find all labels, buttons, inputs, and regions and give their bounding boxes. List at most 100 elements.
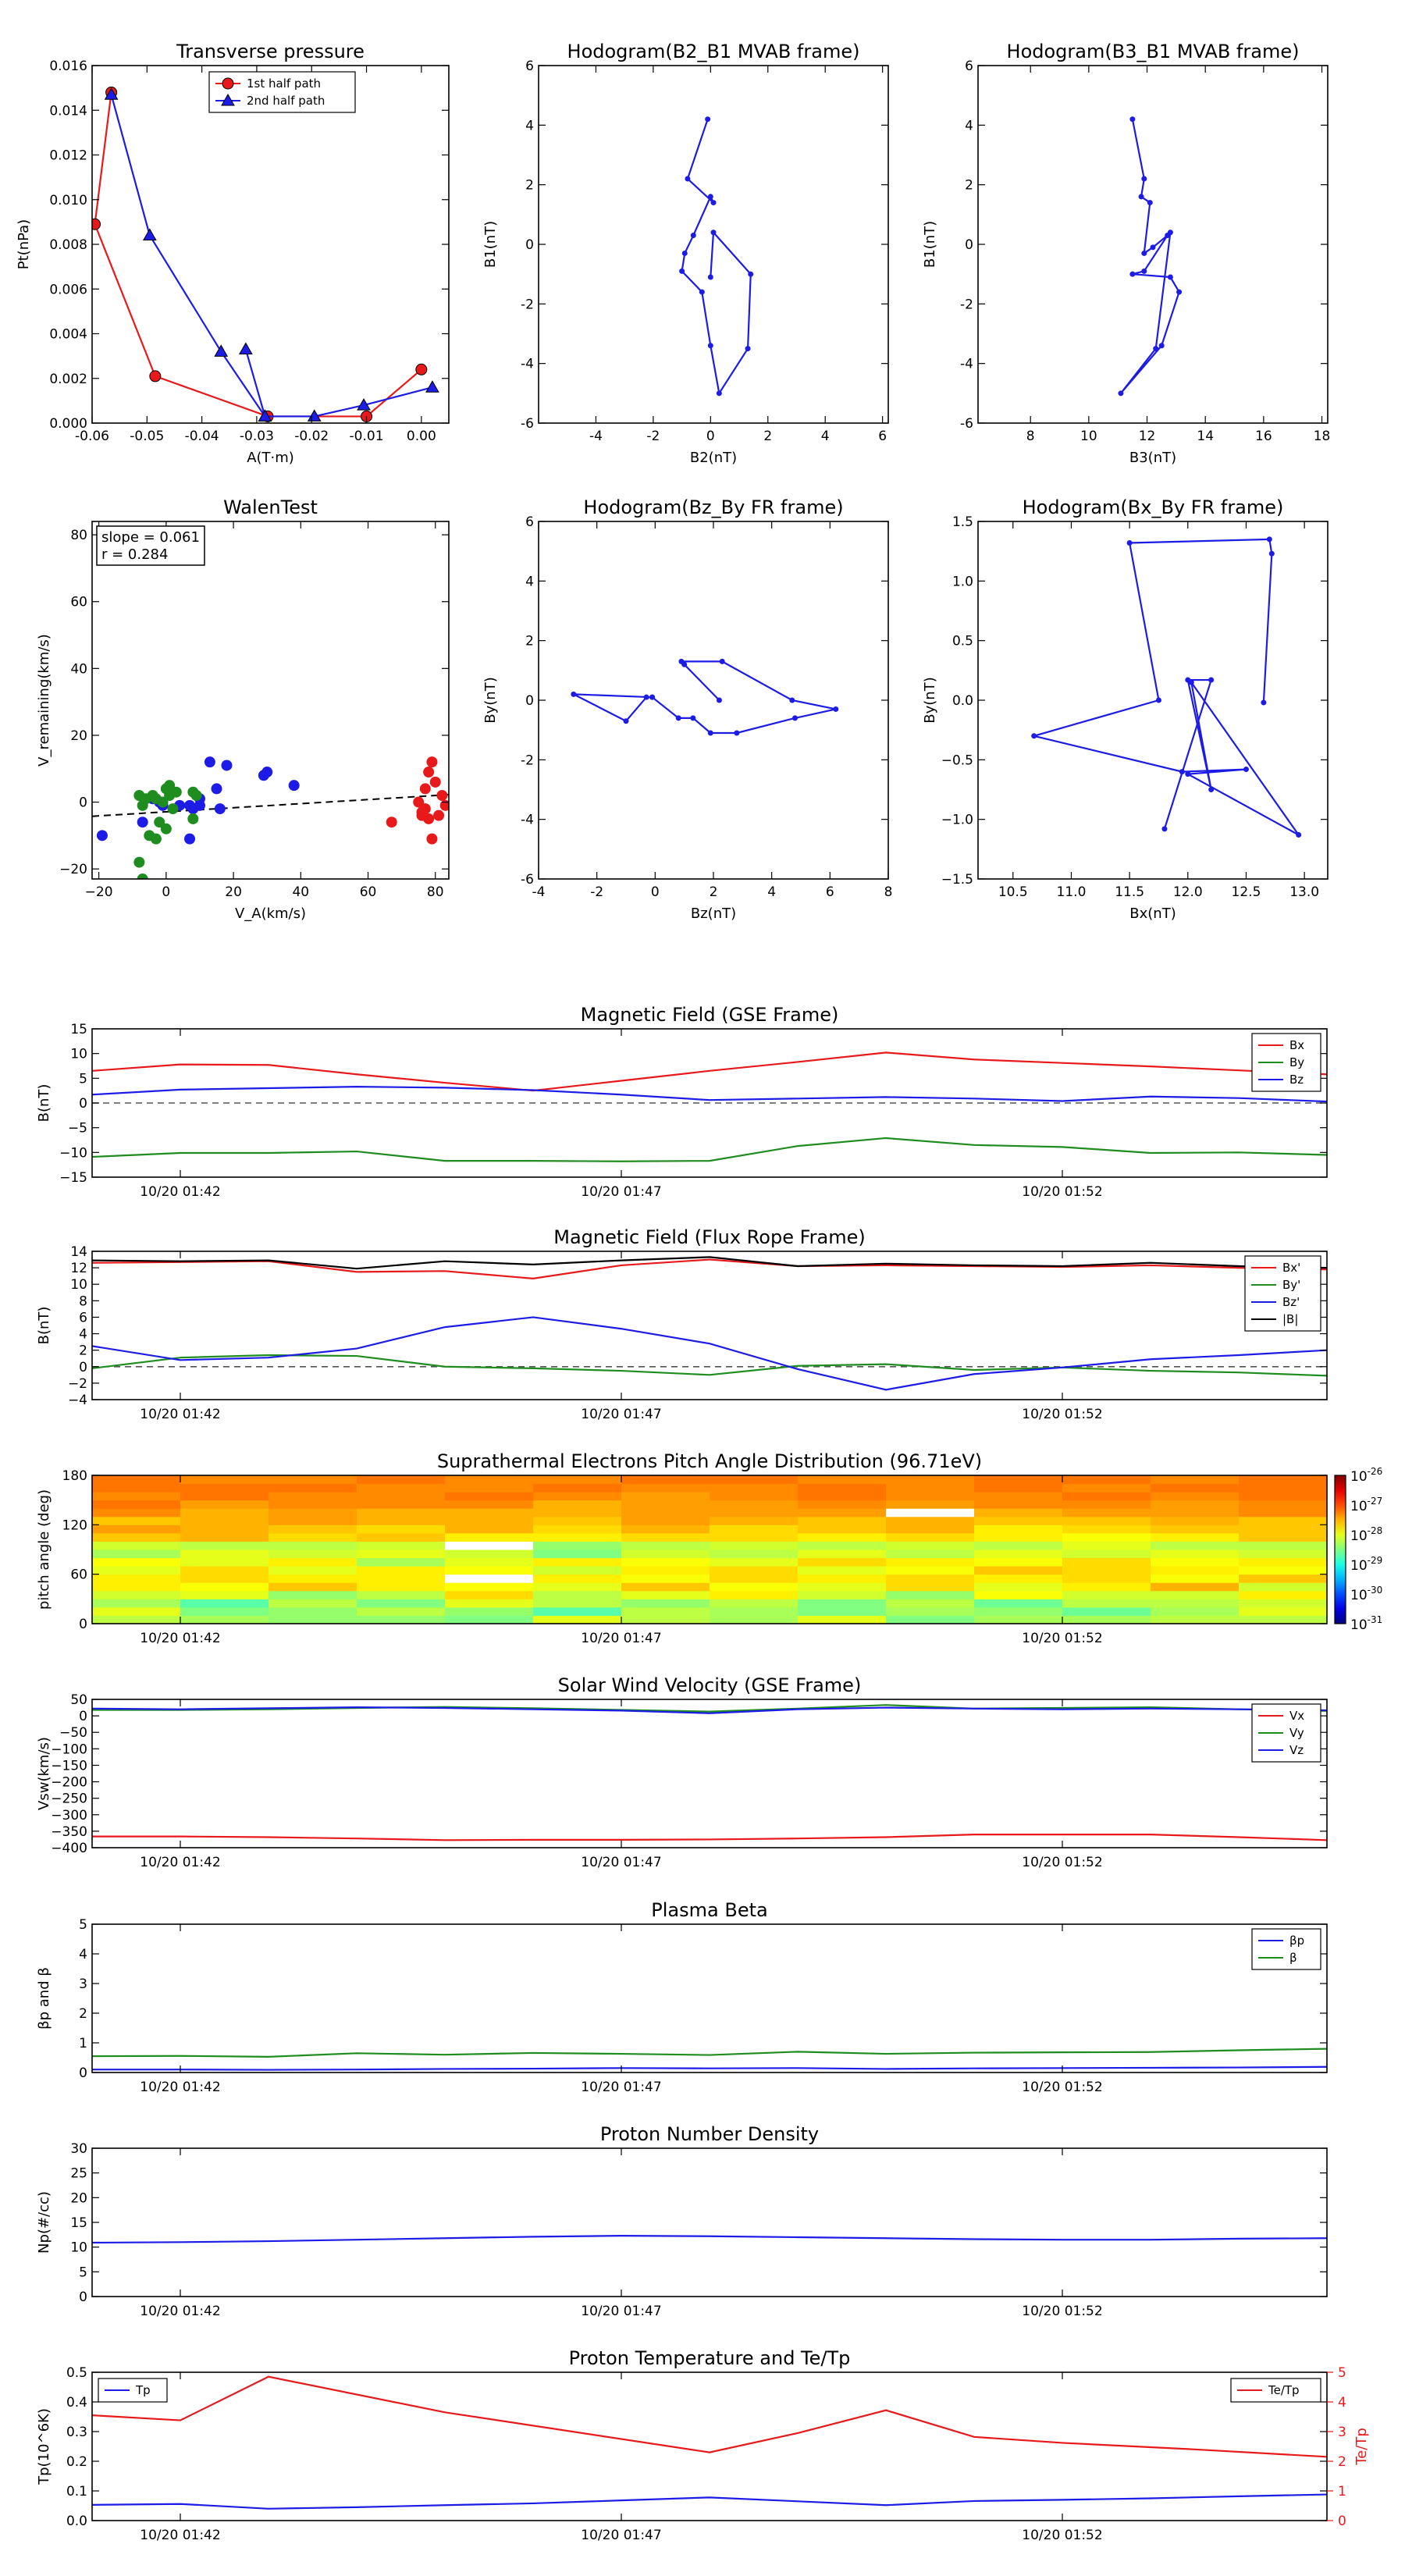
heatmap-cell xyxy=(1239,1550,1328,1559)
heatmap-cell xyxy=(1062,1566,1151,1575)
heatmap-cell xyxy=(180,1500,269,1509)
heatmap-cell xyxy=(886,1615,975,1624)
data-point xyxy=(415,363,428,375)
y-tick-label: 20 xyxy=(70,728,87,744)
x-tick-label: 10.5 xyxy=(998,884,1028,900)
y-tick-label: 3 xyxy=(79,1976,87,1992)
data-point xyxy=(157,796,169,808)
legend-label: Bx' xyxy=(1282,1261,1300,1275)
heatmap-cell xyxy=(445,1574,534,1583)
heatmap-cell xyxy=(974,1508,1063,1517)
heatmap-cell xyxy=(269,1500,357,1509)
heatmap-cell xyxy=(974,1590,1063,1599)
plot-frame xyxy=(91,521,450,880)
data-point xyxy=(1167,229,1173,236)
heatmap-cell xyxy=(974,1582,1063,1592)
data-point xyxy=(1141,268,1147,274)
heatmap-cell xyxy=(1062,1483,1151,1493)
y-tick-label: −100 xyxy=(51,1742,87,1757)
heatmap-cell xyxy=(533,1574,622,1583)
heatmap-cell xyxy=(621,1574,710,1583)
y-axis-label: pitch angle (deg) xyxy=(36,1489,52,1610)
legend-label: 2nd half path xyxy=(247,94,325,108)
heatmap-cell xyxy=(886,1590,975,1599)
data-point xyxy=(211,783,222,795)
heatmap-cell xyxy=(445,1500,534,1509)
chart-title: Hodogram(B2_B1 MVAB frame) xyxy=(567,41,860,62)
heatmap-cell xyxy=(1239,1483,1328,1493)
y-tick-label: 10 xyxy=(70,2240,87,2256)
plot-area xyxy=(92,2375,1327,2510)
y-tick-label: 0 xyxy=(965,237,973,253)
heatmap-cell xyxy=(269,1606,357,1616)
chart-title: Hodogram(B3_B1 MVAB frame) xyxy=(1007,41,1300,62)
y-tick-label: 0.5 xyxy=(952,634,973,649)
y-axis-label: By(nT) xyxy=(482,677,499,723)
heatmap-cell xyxy=(798,1606,887,1616)
y-tick-label: 0 xyxy=(525,237,534,253)
heatmap-cell xyxy=(1151,1475,1240,1485)
chart-proton-temperature: Proton Temperature and Te/Tp 0.0 0.1 0.2 0.3… xyxy=(36,2347,1370,2543)
y-tick-label: 0.3 xyxy=(66,2425,87,2440)
heatmap-cell xyxy=(92,1574,181,1583)
heatmap-cell xyxy=(92,1550,181,1559)
heatmap-cell xyxy=(621,1483,710,1493)
heatmap-cell xyxy=(974,1500,1063,1509)
data-point xyxy=(643,694,649,700)
y-tick-label: 30 xyxy=(70,2141,87,2157)
y-tick-label: -4 xyxy=(521,357,534,372)
heatmap-cell xyxy=(1062,1475,1151,1485)
chart-walen-test: WalenTest −20 0 20 40 60 80 −20 0 20 40 60 80 V_A(km/… xyxy=(36,496,450,922)
plot-area xyxy=(92,1051,1327,1162)
data-point xyxy=(184,799,196,811)
data-point xyxy=(707,730,713,736)
x-tick-label: 2 xyxy=(710,884,718,900)
data-point xyxy=(699,289,705,295)
heatmap-cell xyxy=(180,1599,269,1608)
x-tick-label: 40 xyxy=(292,884,309,900)
data-point xyxy=(690,715,696,721)
heatmap-cell xyxy=(1062,1492,1151,1501)
heatmap-cell xyxy=(1062,1574,1151,1583)
series-line xyxy=(92,1085,1327,1103)
data-point xyxy=(710,200,717,206)
y-tick-label: 0 xyxy=(525,693,534,709)
x-tick-label: -0.06 xyxy=(75,429,109,444)
heatmap-cell xyxy=(621,1582,710,1592)
y-tick-label: 15 xyxy=(70,2215,87,2231)
heatmap-cell xyxy=(269,1566,357,1575)
y-tick-label: 0.0 xyxy=(66,2514,87,2529)
colorbar-label: 10-29 xyxy=(1350,1555,1382,1574)
series-line xyxy=(92,1834,1327,1841)
heatmap-cell xyxy=(710,1541,799,1550)
heatmap-cell xyxy=(1239,1516,1328,1525)
data-point xyxy=(623,718,629,724)
x-tick-label: 8 xyxy=(884,884,893,900)
heatmap-cell xyxy=(1151,1508,1240,1517)
heatmap-cell xyxy=(1062,1557,1151,1567)
series-line xyxy=(92,1706,1327,1714)
y-tick-label: 1.0 xyxy=(952,574,973,589)
heatmap-cell xyxy=(92,1525,181,1534)
y-tick-label: 6 xyxy=(965,59,973,74)
heatmap-cell xyxy=(798,1483,887,1493)
data-point xyxy=(160,823,172,834)
y-tick-label: 15 xyxy=(70,1022,87,1037)
data-point xyxy=(429,776,441,788)
x-tick-label: 4 xyxy=(767,884,776,900)
heatmap-cell xyxy=(974,1566,1063,1575)
data-point xyxy=(92,218,101,230)
x-tick-label: 12 xyxy=(1139,429,1156,444)
plot-frame xyxy=(977,65,1329,424)
heatmap-cell xyxy=(1239,1508,1328,1517)
heatmap-cell xyxy=(710,1615,799,1624)
annotation-box xyxy=(96,525,205,566)
heatmap-cell xyxy=(710,1475,799,1485)
heatmap-cell xyxy=(1151,1599,1240,1608)
y-tick-label: -6 xyxy=(521,416,534,432)
y-right-tick-label: 1 xyxy=(1338,2484,1346,2500)
y-tick-label: 0.0 xyxy=(952,693,973,709)
heatmap-cell xyxy=(357,1516,446,1525)
data-point xyxy=(133,789,145,801)
